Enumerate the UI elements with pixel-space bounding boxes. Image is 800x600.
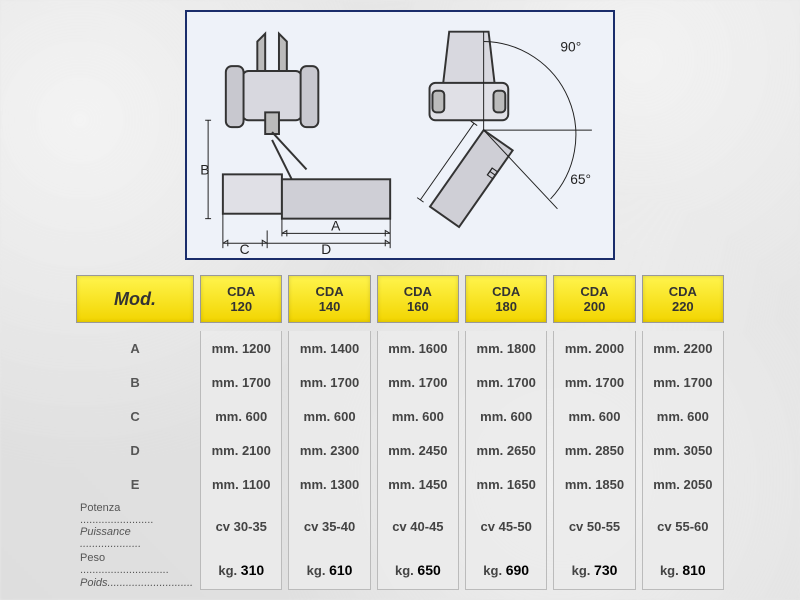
header-row: Mod. CDA120 CDA140 CDA160 CDA180 CDA200 …: [76, 275, 724, 323]
spec-table-container: Mod. CDA120 CDA140 CDA160 CDA180 CDA200 …: [70, 275, 730, 590]
rowlabel-c: C: [76, 399, 194, 433]
row-e: E mm. 1100 mm. 1300 mm. 1450 mm. 1650 mm…: [76, 467, 724, 501]
row-d: D mm. 2100 mm. 2300 mm. 2450 mm. 2650 mm…: [76, 433, 724, 467]
angle-65: 65°: [570, 172, 591, 187]
header-col-0: CDA120: [200, 275, 282, 323]
angle-90: 90°: [560, 39, 581, 54]
row-b: B mm. 1700 mm. 1700 mm. 1700 mm. 1700 mm…: [76, 365, 724, 399]
row-a: A mm. 1200 mm. 1400 mm. 1600 mm. 1800 mm…: [76, 331, 724, 365]
header-col-2: CDA160: [377, 275, 459, 323]
header-col-3: CDA180: [465, 275, 547, 323]
row-c: C mm. 600 mm. 600 mm. 600 mm. 600 mm. 60…: [76, 399, 724, 433]
header-col-4: CDA200: [553, 275, 635, 323]
dim-label-c: C: [240, 242, 250, 257]
dimension-diagram: B A C D 90° 65° E: [185, 10, 615, 260]
row-power: Potenza ........................ Puissan…: [76, 501, 724, 551]
row-weight: Peso ............................. Poids…: [76, 551, 724, 589]
rowlabel-b: B: [76, 365, 194, 399]
rowlabel-d: D: [76, 433, 194, 467]
dim-label-b: B: [200, 162, 209, 177]
rowlabel-weight: Peso ............................. Poids…: [76, 551, 194, 589]
spec-table: Mod. CDA120 CDA140 CDA160 CDA180 CDA200 …: [70, 275, 730, 590]
rowlabel-e: E: [76, 467, 194, 501]
dim-label-d: D: [321, 242, 331, 257]
dim-label-a: A: [331, 218, 341, 233]
rowlabel-power: Potenza ........................ Puissan…: [76, 501, 194, 551]
rowlabel-a: A: [76, 331, 194, 365]
header-col-5: CDA220: [642, 275, 724, 323]
header-mod: Mod.: [76, 275, 194, 323]
header-col-1: CDA140: [288, 275, 370, 323]
